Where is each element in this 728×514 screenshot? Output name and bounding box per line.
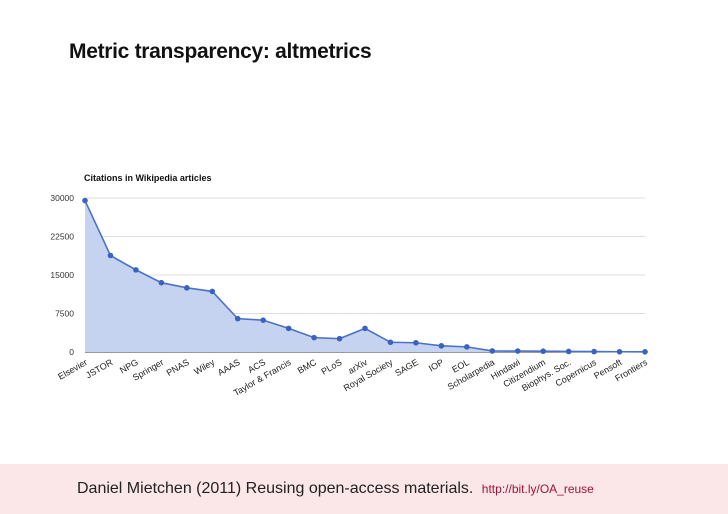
citation: Daniel Mietchen (2011) Reusing open-acce… — [77, 480, 594, 498]
slide-title: Metric transparency: altmetrics — [69, 40, 372, 63]
area-chart: Citations in Wikipedia articles 0 7500 1500… — [50, 173, 649, 398]
data-point-18 — [540, 348, 546, 355]
citation-bar — [0, 464, 728, 514]
data-point-17 — [514, 348, 521, 354]
citation-text: Daniel Mietchen (2011) Reusing open-acce… — [77, 480, 474, 497]
y-tick-label: 22500 — [50, 232, 74, 242]
data-point-11 — [362, 325, 368, 332]
data-point-8 — [285, 325, 292, 332]
x-tick-label: Elsevier — [56, 357, 89, 382]
data-point-12 — [387, 339, 394, 346]
data-point-5 — [209, 288, 216, 295]
data-point-3 — [158, 279, 165, 286]
y-tick-label: 7500 — [55, 309, 74, 319]
data-point-0 — [82, 197, 88, 204]
data-point-7 — [260, 317, 266, 323]
data-point-1 — [107, 252, 114, 259]
data-point-4 — [184, 285, 190, 291]
x-tick-label: PNAS — [165, 357, 191, 378]
data-point-15 — [464, 344, 470, 350]
data-point-16 — [489, 348, 496, 354]
x-tick-label: Scholarpedia — [446, 357, 497, 392]
area-fill — [85, 200, 645, 352]
data-point-10 — [336, 335, 343, 342]
citation-link[interactable]: http://bit.ly/OA_reuse — [481, 482, 594, 496]
data-point-9 — [311, 334, 317, 341]
x-tick-label: JSTOR — [84, 357, 115, 381]
x-tick-label: AAAS — [216, 357, 242, 378]
data-point-19 — [565, 348, 572, 355]
data-point-13 — [413, 339, 419, 346]
data-point-21 — [616, 348, 623, 355]
data-point-6 — [234, 315, 241, 322]
x-tick-label: Wiley — [192, 357, 216, 377]
y-tick-label: 30000 — [50, 193, 74, 203]
x-tick-label: SAGE — [393, 357, 420, 378]
x-tick-label: IOP — [427, 357, 445, 373]
x-tick-label: BMC — [296, 357, 319, 376]
data-point-22 — [642, 348, 648, 355]
y-tick-label: 0 — [69, 347, 74, 357]
data-point-20 — [591, 348, 597, 355]
y-tick-label: 15000 — [50, 270, 74, 280]
data-point-14 — [438, 343, 445, 349]
data-point-2 — [133, 267, 139, 273]
x-tick-label: PLoS — [319, 357, 343, 377]
chart-title: Citations in Wikipedia articles — [84, 173, 211, 183]
